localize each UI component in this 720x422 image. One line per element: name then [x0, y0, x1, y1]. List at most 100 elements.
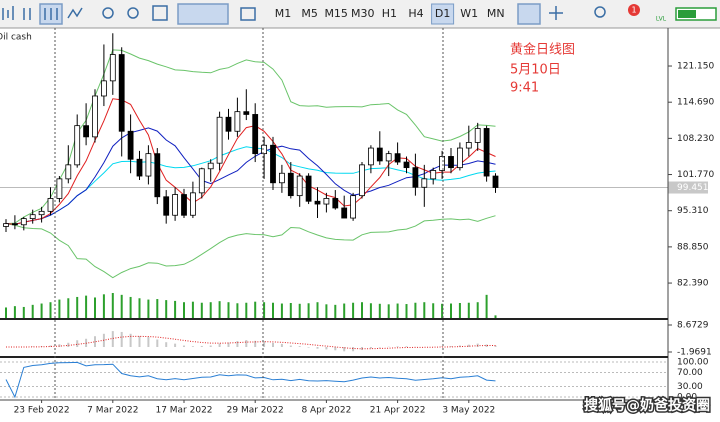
candle-body	[305, 175, 312, 202]
x-tick-label: 17 Mar 2022	[155, 406, 212, 416]
candle-body	[181, 194, 187, 216]
scroll-toggle[interactable]	[177, 3, 229, 25]
candle-body	[296, 175, 303, 197]
notification-badge[interactable]	[628, 4, 640, 16]
candle-body	[83, 125, 89, 138]
rsi-tick-label: 30.00	[677, 382, 703, 392]
osc-tick-label: 8.6729	[677, 320, 709, 330]
volume-bar	[289, 303, 292, 318]
volume-bar	[31, 304, 34, 318]
volume-bar	[67, 298, 70, 318]
candle-body	[198, 168, 205, 194]
timeframe-button[interactable]: M15	[324, 7, 348, 20]
volume-bar	[200, 302, 203, 318]
timeframe-button[interactable]: M1	[275, 7, 292, 20]
timeframe-button[interactable]: H1	[382, 7, 397, 20]
candle-body	[243, 111, 250, 115]
candle-body	[492, 175, 499, 188]
x-tick-label: 21 Apr 2022	[370, 406, 426, 416]
zoom-out[interactable]	[127, 7, 139, 19]
x-tick-label: 7 Mar 2022	[87, 406, 138, 416]
volume-bar	[494, 315, 497, 318]
line-icon[interactable]	[67, 7, 83, 19]
timeframe-button[interactable]: W1	[460, 7, 478, 20]
candle-body	[20, 218, 27, 226]
volume-bar	[298, 303, 301, 318]
volume-bar	[396, 303, 399, 318]
candle-body	[367, 147, 374, 166]
candle-body	[270, 144, 276, 184]
candle-body	[127, 130, 134, 160]
volume-bar	[352, 302, 355, 318]
candle-body	[29, 214, 36, 220]
rsi-tick-label: 0.00	[677, 392, 697, 402]
volume-bar	[467, 302, 470, 318]
volume-bar	[236, 303, 239, 318]
volume-bar	[22, 306, 25, 318]
y-tick-label: 114.690	[677, 98, 714, 108]
candle-body	[439, 156, 446, 171]
timeframe-button[interactable]: M30	[351, 7, 375, 20]
volume-bar	[280, 303, 283, 318]
candle-body	[465, 142, 472, 149]
crosshair-tool[interactable]	[549, 6, 563, 20]
timeframe-button[interactable]: M5	[301, 7, 318, 20]
candle-body	[332, 198, 339, 209]
candle-body	[252, 114, 259, 155]
zoom-in[interactable]	[102, 7, 114, 19]
timeframe-active	[431, 3, 455, 25]
annotation: 5月10日	[510, 63, 561, 78]
x-tick-label: 8 Apr 2022	[301, 406, 351, 416]
notification-count: 1	[631, 6, 636, 15]
timeframe-button[interactable]: MN	[487, 7, 505, 20]
candle-body	[341, 207, 348, 219]
candle-body	[154, 153, 161, 198]
volume-bar	[58, 299, 61, 318]
volume-bar	[138, 298, 141, 318]
volume-bar	[120, 294, 123, 318]
volume-bar	[111, 293, 114, 318]
volume-bar	[76, 296, 79, 318]
x-tick-label: 23 Feb 2022	[14, 406, 70, 416]
candle-icon	[44, 8, 58, 20]
search[interactable]	[594, 6, 606, 18]
candle-body	[101, 80, 107, 97]
candle-body	[145, 153, 152, 177]
volume-bar	[227, 302, 230, 318]
volume-bar	[272, 302, 274, 318]
screenshot-icon[interactable]	[240, 7, 256, 21]
chart: 121.150 114.690 108.230 101.770 95.310 88.850…	[0, 33, 714, 416]
grid-icon[interactable]	[152, 5, 168, 21]
volume-bar	[414, 302, 417, 318]
candle-body	[421, 178, 428, 188]
candle-body	[118, 54, 125, 132]
volume-bar	[316, 302, 319, 318]
rsi-tick-label: 70.00	[677, 368, 703, 378]
candle-body	[65, 164, 72, 180]
candle-body	[163, 196, 170, 216]
candle-body	[216, 116, 223, 164]
volume-bar	[40, 303, 43, 318]
volume-bar	[387, 304, 390, 318]
bollinger-lower	[5, 215, 496, 279]
candle-body	[323, 198, 330, 205]
timeframe-button[interactable]: D1	[435, 7, 450, 20]
volume-bar	[343, 303, 346, 318]
period-separators	[54, 28, 444, 400]
candle-body	[474, 128, 481, 143]
volume-bar	[13, 306, 16, 318]
candle-body	[56, 178, 63, 199]
moving-average	[5, 98, 496, 225]
y-tick-label: 108.230	[677, 134, 714, 144]
bars-icon	[2, 6, 14, 20]
candle-body	[314, 200, 321, 205]
volume-bar	[405, 304, 408, 318]
candle-body	[376, 147, 383, 162]
bollinger-upper	[5, 49, 496, 225]
x-tick-label: 29 Mar 2022	[227, 406, 284, 416]
candle-body	[359, 164, 365, 197]
cursor-tool[interactable]	[517, 3, 541, 25]
timeframe-button[interactable]: H4	[408, 7, 423, 20]
volume-bar	[165, 300, 168, 318]
last-price-tag	[668, 181, 708, 194]
